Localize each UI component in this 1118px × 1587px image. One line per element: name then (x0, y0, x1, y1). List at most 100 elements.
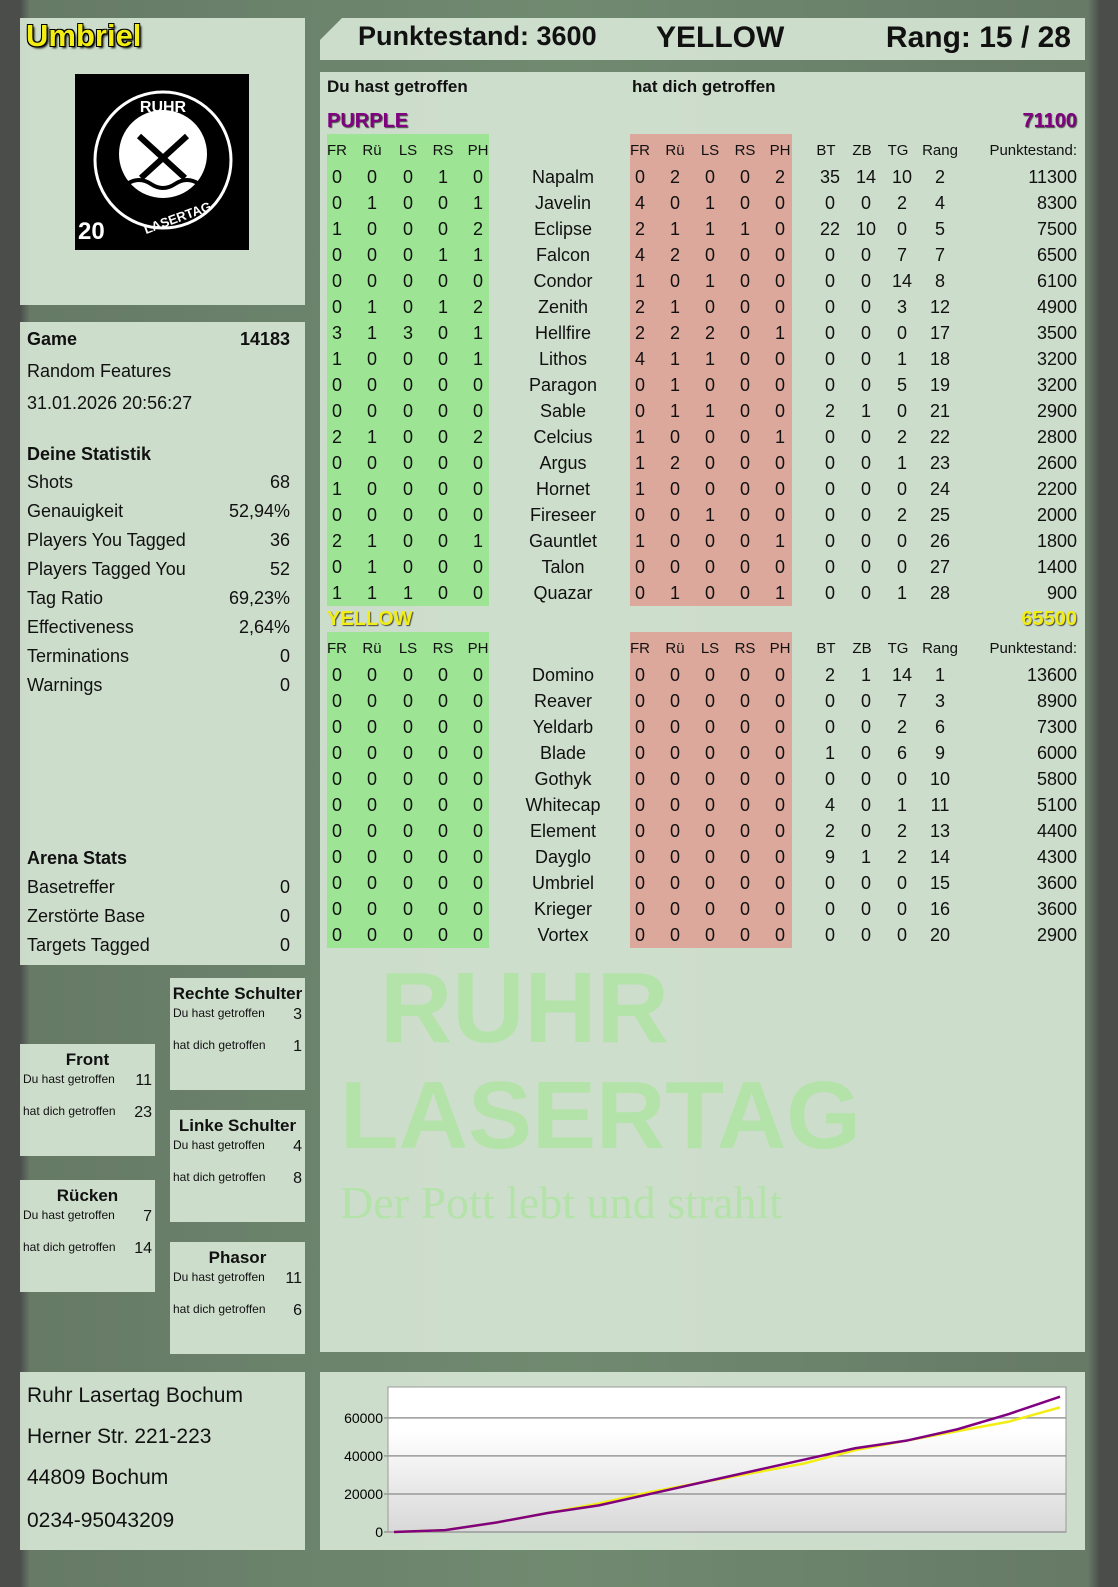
hit-you-cell: 0 (739, 743, 750, 763)
you-hit-cell: 0 (437, 821, 448, 841)
stat-cell: 1 (896, 583, 907, 603)
stat-cell: 3 (934, 691, 945, 711)
column-header-row: FR Rü LS RS PH FR Rü LS RS PH BT ZB TG Rang Punktestan… (320, 138, 1085, 164)
you-hit-cell: 0 (472, 717, 483, 737)
svg-text:RUHR: RUHR (140, 99, 187, 116)
stat-cell: 0 (860, 427, 871, 447)
stat-cell: 24 (929, 479, 951, 499)
stat-cell: 28 (929, 583, 951, 603)
hit-you-cell: 1 (634, 453, 645, 473)
hit-zone-label: Du hast getroffen (173, 1138, 265, 1152)
stat-cell: 0 (860, 193, 871, 213)
you-hit-cell: 0 (472, 795, 483, 815)
y-tick-label: 40000 (344, 1448, 383, 1464)
score-cell: 5100 (1036, 795, 1077, 815)
table-row: 0 0 0 0 0 Vortex 0 0 0 0 0 0 0 0 20 2900 (320, 922, 1085, 948)
stat-cell: 0 (896, 769, 907, 789)
table-row: 3 1 3 0 1 Hellfire 2 2 2 0 1 0 0 0 17 3500 (320, 320, 1085, 346)
stat-cell: 0 (860, 717, 871, 737)
stat-cell: 0 (824, 873, 835, 893)
hit-you-cell: 1 (774, 427, 785, 447)
hit-zone-box: Front Du hast getroffen 11 hat dich getroff… (20, 1044, 155, 1156)
stat-cell: 0 (824, 769, 835, 789)
you-hit-cell: 0 (472, 167, 483, 187)
table-row: 0 0 0 0 0 Sable 0 1 1 0 0 2 1 0 21 2900 (320, 398, 1085, 424)
you-hit-cell: 0 (331, 557, 342, 577)
you-hit-cell: 0 (402, 531, 413, 551)
stat-cell: 0 (824, 453, 835, 473)
hit-you-cell: 0 (669, 479, 680, 499)
table-row: 0 0 0 0 0 Krieger 0 0 0 0 0 0 0 0 16 3600 (320, 896, 1085, 922)
stat-cell: 2 (824, 821, 835, 841)
you-hit-cell: 0 (331, 505, 342, 525)
hit-you-cell: 0 (669, 821, 680, 841)
you-hit-cell: 0 (331, 821, 342, 841)
stat-cell: 6 (896, 743, 907, 763)
you-hit-cell: 0 (437, 583, 448, 603)
hit-you-cell: 0 (704, 821, 715, 841)
you-hit-cell: 2 (331, 427, 342, 447)
hit-you-cell: 0 (774, 193, 785, 213)
stat-cell: 0 (860, 925, 871, 945)
you-hit-cell: 0 (437, 665, 448, 685)
column-header: PH (769, 640, 791, 657)
table-row: 0 0 0 1 0 Napalm 0 2 0 0 2 35 14 10 2 11300 (320, 164, 1085, 190)
hit-you-cell: 0 (739, 925, 750, 945)
you-hit-cell: 0 (437, 899, 448, 919)
you-hit-cell: 0 (472, 583, 483, 603)
hit-you-cell: 0 (669, 691, 680, 711)
hit-you-cell: 0 (774, 219, 785, 239)
address-panel: Ruhr Lasertag Bochum Herner Str. 221-223… (20, 1372, 305, 1550)
hit-zone-row: hat dich getroffen 6 (170, 1302, 305, 1320)
column-header: Punktestand: (989, 142, 1077, 159)
column-header: ZB (852, 640, 872, 657)
you-hit-cell: 0 (472, 925, 483, 945)
stat-cell: 8 (934, 271, 945, 291)
hit-you-cell: 0 (669, 531, 680, 551)
hit-zone-title: Rücken (56, 1186, 119, 1205)
column-header: FR (327, 640, 347, 657)
score-cell: 13600 (1026, 665, 1077, 685)
stat-cell: 2 (896, 427, 907, 447)
score-cell: 7300 (1036, 717, 1077, 737)
stat-cell: 11 (930, 795, 950, 815)
hit-you-cell: 0 (669, 847, 680, 867)
you-hit-cell: 0 (366, 847, 377, 867)
you-hit-cell: 0 (366, 691, 377, 711)
stat-cell: 1 (860, 665, 871, 685)
player-name: Javelin (534, 193, 592, 213)
score-cell: 6500 (1036, 245, 1077, 265)
plot-area (387, 1386, 1067, 1533)
you-hit-heading: Du hast getroffen (327, 77, 468, 96)
stat-cell: 0 (896, 873, 907, 893)
column-header: PH (467, 640, 489, 657)
you-hit-cell: 0 (366, 795, 377, 815)
hit-you-cell: 0 (634, 925, 645, 945)
player-name: Sable (539, 401, 587, 421)
you-hit-cell: 2 (331, 531, 342, 551)
table-row: 0 0 0 0 0 Reaver 0 0 0 0 0 0 0 7 3 8900 (320, 688, 1085, 714)
game-label: Game (27, 329, 78, 349)
stat-cell: 0 (824, 691, 835, 711)
arena-value: 0 (279, 906, 290, 926)
hit-you-cell: 0 (774, 453, 785, 473)
stat-cell: 0 (860, 505, 871, 525)
hit-you-cell: 0 (739, 795, 750, 815)
stat-cell: 9 (824, 847, 835, 867)
arena-label: Zerstörte Base (27, 906, 146, 926)
stat-cell: 4 (824, 795, 835, 815)
stat-cell: 0 (824, 925, 835, 945)
arena-label: Basetreffer (27, 877, 115, 897)
you-hit-cell: 1 (366, 531, 377, 551)
table-row: 2 1 0 0 1 Gauntlet 1 0 0 0 1 0 0 0 26 1800 (320, 528, 1085, 554)
stat-cell: 1 (934, 665, 945, 685)
hit-you-cell: 0 (774, 401, 785, 421)
you-hit-cell: 0 (331, 691, 342, 711)
score-cell: 4400 (1036, 821, 1077, 841)
you-hit-cell: 0 (331, 193, 342, 213)
hit-you-cell: 0 (739, 769, 750, 789)
stat-cell: 0 (824, 427, 835, 447)
you-hit-cell: 0 (331, 167, 342, 187)
hit-you-cell: 0 (634, 401, 645, 421)
hit-you-cell: 0 (669, 743, 680, 763)
